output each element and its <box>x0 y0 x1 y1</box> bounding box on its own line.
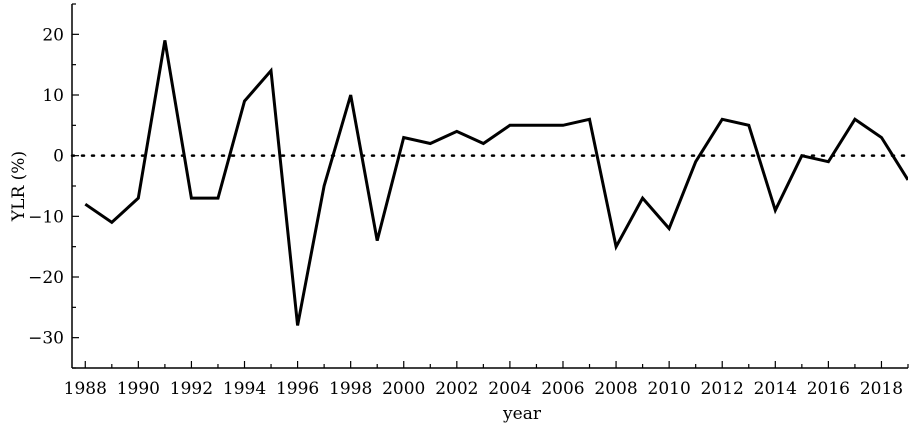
x-tick-label: 1990 <box>117 379 160 399</box>
x-tick-label: 2000 <box>382 379 425 399</box>
axes: −30 −20 −10 0 10 20 1988 1990 1992 1994 1996 1998 20… <box>28 3 909 399</box>
y-tick-label: −30 <box>28 329 64 349</box>
x-tick-label: 1998 <box>329 379 372 399</box>
x-tick-label: 2014 <box>754 379 797 399</box>
x-tick-label: 1992 <box>170 379 213 399</box>
x-tick-label: 2002 <box>435 379 478 399</box>
x-tick-label: 2004 <box>488 379 531 399</box>
x-tick-label: 1994 <box>223 379 266 399</box>
x-tick-label: 2012 <box>701 379 744 399</box>
x-tick-label: 2016 <box>807 379 850 399</box>
x-tick-label: 2008 <box>594 379 637 399</box>
y-tick-label: −10 <box>28 207 64 227</box>
y-axis-label: YLR (%) <box>9 151 29 222</box>
x-axis-label: year <box>502 404 542 424</box>
series-line-0 <box>84 40 908 326</box>
x-tick-label: 2006 <box>541 379 584 399</box>
plot-area <box>70 40 910 326</box>
x-tick-label: 1988 <box>64 379 107 399</box>
y-tick-label: 20 <box>42 25 64 45</box>
y-tick-label: 0 <box>53 147 64 167</box>
x-tick-label: 2018 <box>860 379 903 399</box>
y-tick-label: −20 <box>28 268 64 288</box>
x-tick-label: 2010 <box>648 379 691 399</box>
y-tick-label: 10 <box>42 86 64 106</box>
x-tick-label: 1996 <box>276 379 319 399</box>
